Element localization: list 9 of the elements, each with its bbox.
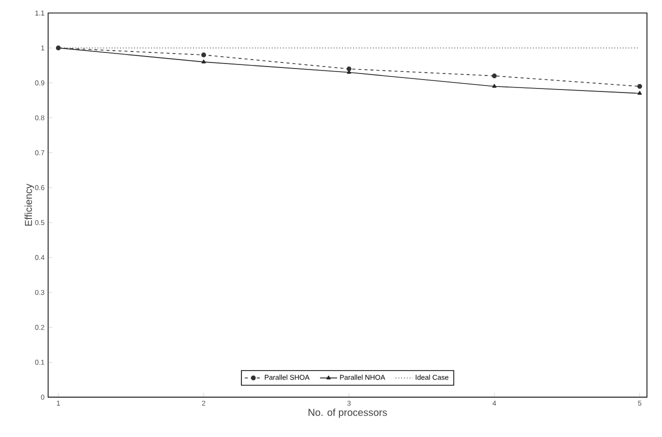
point [638,90,642,95]
point [346,66,352,72]
y-axis-title: Efficiency [24,184,34,226]
point [202,59,206,64]
point [492,73,497,78]
x-axis-title: No. of processors [308,408,387,418]
point [492,84,496,88]
point [201,52,206,58]
point [637,84,642,89]
